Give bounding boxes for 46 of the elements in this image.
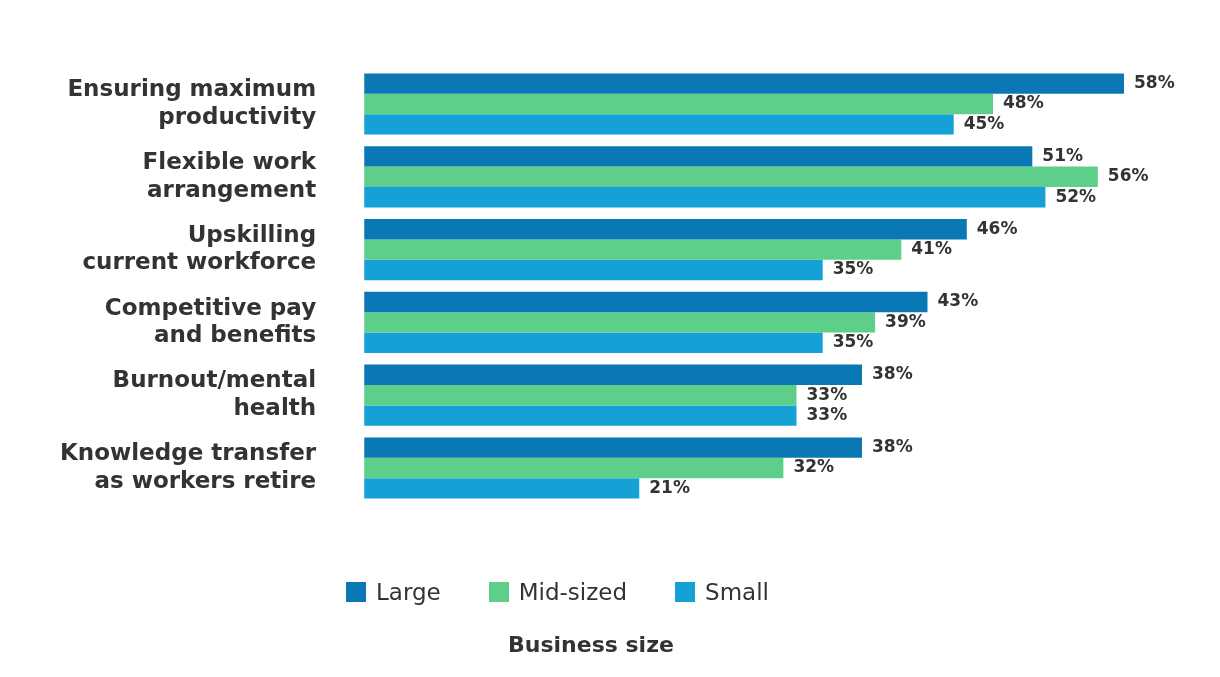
data-label: 33% — [806, 404, 848, 425]
bar — [364, 405, 797, 426]
y-tick-label: Burnout/mental health — [112, 366, 317, 420]
bar — [364, 332, 823, 353]
bar — [364, 259, 823, 281]
data-label: 45% — [963, 112, 1005, 133]
legend-label: Large — [376, 579, 441, 605]
bar — [364, 166, 1098, 187]
data-label: 52% — [1055, 185, 1097, 206]
data-label: 21% — [649, 476, 690, 497]
bar — [364, 186, 1046, 208]
data-label: 32% — [793, 456, 835, 477]
legend-label: Mid-sized — [518, 579, 628, 605]
data-label: 41% — [911, 238, 952, 259]
data-label: 33% — [806, 383, 848, 404]
data-label: 51% — [1042, 144, 1084, 165]
bar — [364, 364, 862, 386]
bar — [364, 437, 862, 458]
data-label: 58% — [1134, 72, 1175, 93]
data-label: 48% — [1003, 92, 1044, 113]
bar — [364, 385, 797, 406]
y-tick-label: Flexible work arrangement — [142, 147, 317, 202]
bar — [364, 73, 1125, 94]
bar — [364, 93, 993, 115]
y-tick-label: Ensuring maximum productivity — [67, 75, 317, 129]
y-tick-label: Competitive pay and benefits — [104, 293, 317, 348]
data-label: 38% — [871, 436, 913, 457]
legend-label: Small — [705, 579, 769, 605]
bar — [364, 478, 640, 499]
y-tick-label: Knowledge transfer as workers retire — [59, 439, 317, 493]
bar — [364, 146, 1033, 167]
bar — [364, 239, 902, 260]
bar — [364, 457, 784, 479]
y-tick-label: Upskilling current workforce — [82, 220, 317, 275]
legend-title: Business size — [508, 632, 675, 657]
data-label: 43% — [937, 290, 979, 311]
data-label: 46% — [976, 217, 1018, 238]
data-label: 56% — [1107, 165, 1149, 186]
data-label: 35% — [832, 258, 874, 279]
bar — [364, 114, 954, 135]
data-label: 38% — [871, 363, 913, 384]
bar — [364, 312, 876, 333]
data-label: 35% — [832, 331, 874, 352]
bar — [364, 291, 928, 313]
bar — [364, 219, 967, 240]
data-label: 39% — [885, 310, 926, 331]
